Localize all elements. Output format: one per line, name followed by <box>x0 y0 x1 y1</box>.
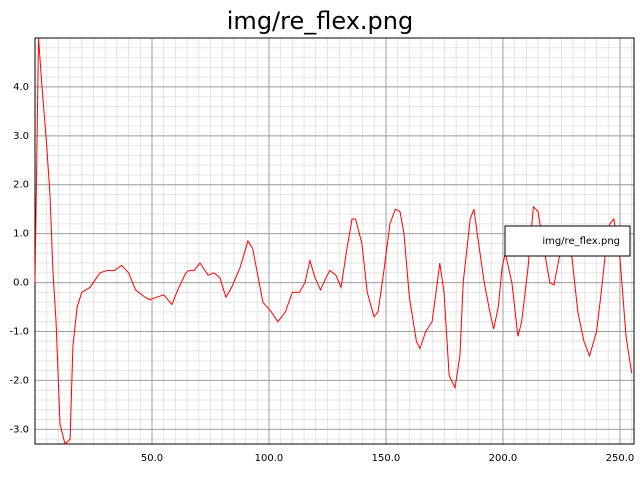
legend-label: img/re_flex.png <box>542 236 620 247</box>
legend-box <box>504 225 631 257</box>
y-tick-label: -3.0 <box>9 424 29 435</box>
y-tick-label: -1.0 <box>9 326 29 337</box>
plot-frame <box>34 37 635 445</box>
chart-title: img/re_flex.png <box>227 7 413 35</box>
y-tick-label: 0.0 <box>13 278 29 289</box>
y-tick-label: 2.0 <box>13 180 29 191</box>
x-tick-label: 50.0 <box>141 453 163 464</box>
x-tick-label: 100.0 <box>255 453 284 464</box>
x-tick-label: 200.0 <box>489 453 518 464</box>
y-tick-label: 1.0 <box>13 229 29 240</box>
y-tick-label: -2.0 <box>9 375 29 386</box>
data-line <box>34 37 633 445</box>
y-tick-label: 4.0 <box>13 82 29 93</box>
x-tick-label: 150.0 <box>372 453 401 464</box>
y-tick-label: 3.0 <box>13 131 29 142</box>
x-tick-label: 250.0 <box>606 453 635 464</box>
